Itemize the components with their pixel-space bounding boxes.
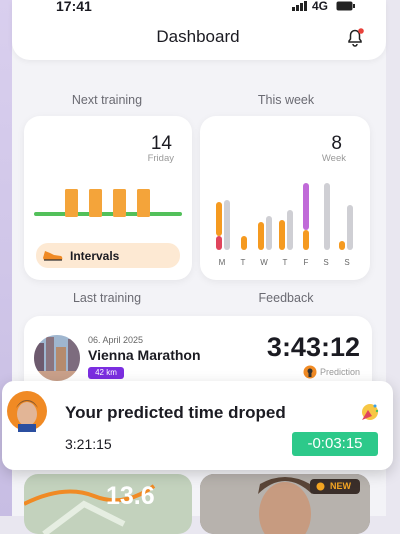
signal-icon	[292, 1, 307, 11]
workout-diagram	[34, 189, 182, 217]
day-label: T	[282, 258, 288, 267]
race-date: 06. April 2025	[88, 335, 144, 345]
day-label: W	[260, 258, 268, 267]
race-time: 3:43:12	[266, 332, 360, 362]
race-image	[32, 333, 82, 383]
badge-icon	[316, 482, 325, 491]
battery-icon	[336, 1, 355, 11]
header-title: Dashboard	[156, 27, 240, 46]
map-distance: 13.6	[106, 482, 155, 510]
week-number: 8	[331, 133, 342, 154]
predicted-time: 3:21:15	[65, 436, 112, 452]
party-emoji	[362, 404, 379, 420]
day-label: F	[303, 258, 309, 267]
day-number: 14	[150, 133, 172, 154]
time-change: -0:03:15	[292, 432, 378, 456]
day-label: T	[240, 258, 246, 267]
network: 4G	[312, 0, 329, 13]
notification-title: Your predicted time droped	[65, 403, 286, 422]
week-bars	[216, 183, 353, 250]
badge-text: NEW	[330, 481, 351, 491]
shoe-icon	[43, 251, 63, 261]
day-label: M	[218, 258, 226, 267]
prediction-icon	[303, 365, 317, 379]
workout-name: Intervals	[70, 249, 120, 263]
workout-pill	[36, 243, 180, 268]
week-label: Week	[321, 153, 346, 164]
race-name: Vienna Marathon	[88, 347, 201, 363]
this-week-card[interactable]	[200, 116, 370, 280]
distance-badge: 42 km	[88, 367, 124, 379]
day-name: Friday	[147, 153, 174, 164]
bell-button[interactable]	[345, 27, 365, 47]
section-label: Last training	[72, 291, 142, 305]
day-label: S	[344, 258, 350, 267]
notification[interactable]	[2, 381, 393, 470]
section-label: This week	[257, 93, 315, 107]
section-label: Next training	[71, 93, 143, 107]
status-time: 17:41	[56, 0, 92, 14]
header	[12, 0, 386, 60]
prediction-label: Prediction	[320, 367, 361, 377]
section-label: Feedback	[258, 291, 314, 305]
day-label: S	[323, 258, 329, 267]
new-badge	[310, 479, 360, 494]
coach-avatar	[7, 391, 47, 432]
